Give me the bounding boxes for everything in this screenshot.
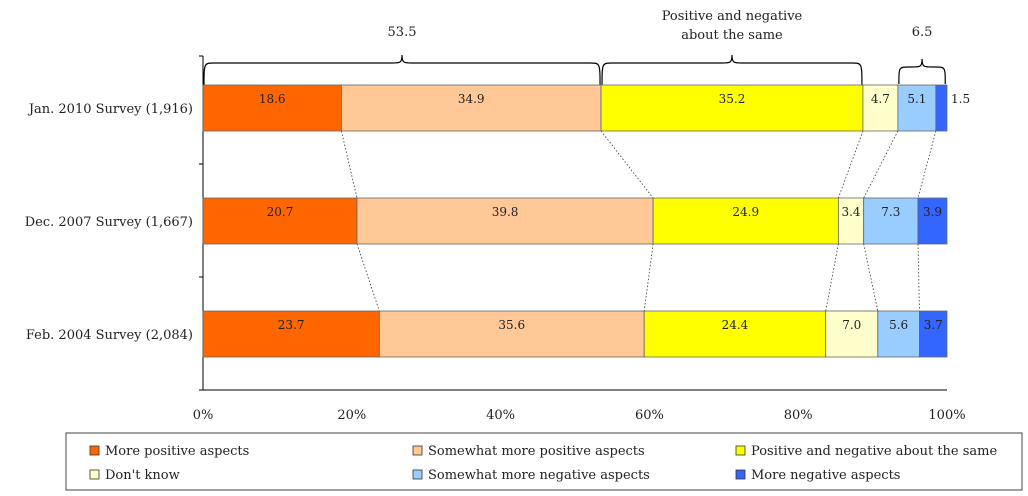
connector-line (917, 243, 920, 312)
data-label: 7.0 (842, 318, 861, 332)
connector-line (863, 130, 899, 199)
bar-segment (837, 197, 865, 245)
category-labels: Jan. 2010 Survey (1,916) Dec. 2007 Survey… (25, 102, 193, 343)
x-tick-label: 0% (193, 408, 214, 423)
legend: More positive aspects Somewhat more posit… (65, 432, 1023, 491)
legend-label: More positive aspects (105, 444, 249, 459)
x-tick-label: 60% (635, 408, 664, 423)
annotation-bracket (898, 58, 946, 85)
data-label: 35.6 (498, 318, 525, 332)
bar-segment (863, 197, 919, 245)
legend-label: Somewhat more negative aspects (428, 468, 650, 483)
legend-box (65, 432, 1023, 491)
connector-line (917, 130, 937, 199)
data-label: 1.5 (951, 92, 970, 106)
data-label: 35.2 (719, 92, 746, 106)
legend-label: Somewhat more positive aspects (428, 444, 645, 459)
annotation-label: Positive and negative (662, 9, 803, 24)
legend-label: Don't know (105, 468, 180, 483)
legend-swatch (89, 445, 100, 456)
data-label: 7.3 (881, 205, 900, 219)
bar-segment (652, 197, 839, 245)
bar-segment (643, 310, 827, 358)
bars: 18.6 34.9 35.2 4.7 5.1 1.5 20.7 39.8 24.9 3.4 7.3 3… (202, 84, 970, 358)
bar-segment (825, 310, 879, 358)
bar-segment (600, 84, 864, 132)
connector-lines (340, 130, 937, 312)
bar-segment (917, 197, 948, 245)
x-tick-label: 80% (784, 408, 813, 423)
bar-segment (202, 197, 358, 245)
bar-segment (378, 310, 645, 358)
data-label: 20.7 (267, 205, 294, 219)
data-label: 4.7 (871, 92, 890, 106)
category-label: Feb. 2004 Survey (2,084) (26, 328, 193, 343)
legend-swatch (412, 469, 423, 480)
x-tick-label: 20% (337, 408, 366, 423)
annotation-label: 53.5 (388, 25, 417, 40)
annotation-label: about the same (681, 28, 783, 43)
bar-segment (877, 310, 920, 358)
category-label: Dec. 2007 Survey (1,667) (25, 215, 193, 230)
data-label: 23.7 (278, 318, 305, 332)
connector-line (356, 243, 380, 312)
data-label: 5.6 (889, 318, 908, 332)
bar-segment (919, 310, 948, 358)
annotation-bracket (203, 54, 601, 87)
data-label: 5.1 (907, 92, 926, 106)
bar-segment (340, 84, 602, 132)
data-label: 3.7 (924, 318, 943, 332)
x-tick-label: 40% (486, 408, 515, 423)
x-tick-labels: 0% 20% 40% 60% 80% 100% (193, 408, 966, 423)
legend-swatch (735, 445, 746, 456)
connector-line (838, 130, 864, 199)
bar-segment (356, 197, 654, 245)
data-label: 34.9 (458, 92, 485, 106)
bar-segment (202, 310, 380, 358)
connector-line (825, 243, 839, 312)
data-label: 3.9 (923, 205, 942, 219)
bar-segment (202, 84, 342, 132)
data-label: 3.4 (841, 205, 860, 219)
legend-label: Positive and negative about the same (751, 444, 997, 459)
connector-line (600, 130, 654, 199)
annotation-brackets: 53.5 Positive and negative about the same 6… (203, 9, 946, 87)
connector-line (863, 243, 879, 312)
legend-swatch (735, 469, 746, 480)
connector-line (340, 130, 358, 199)
legend-label: More negative aspects (751, 468, 900, 483)
connector-line (643, 243, 654, 312)
data-label: 24.4 (722, 318, 749, 332)
annotation-label: 6.5 (912, 25, 933, 40)
data-label: 39.8 (492, 205, 519, 219)
x-tick-label: 100% (928, 408, 965, 423)
bar-segment (935, 84, 948, 132)
data-label: 24.9 (732, 205, 759, 219)
legend-swatch (89, 469, 100, 480)
bar-segment (862, 84, 899, 132)
data-label: 18.6 (259, 92, 286, 106)
category-label: Jan. 2010 Survey (1,916) (27, 102, 193, 117)
annotation-bracket (601, 54, 863, 87)
legend-swatch (412, 445, 423, 456)
